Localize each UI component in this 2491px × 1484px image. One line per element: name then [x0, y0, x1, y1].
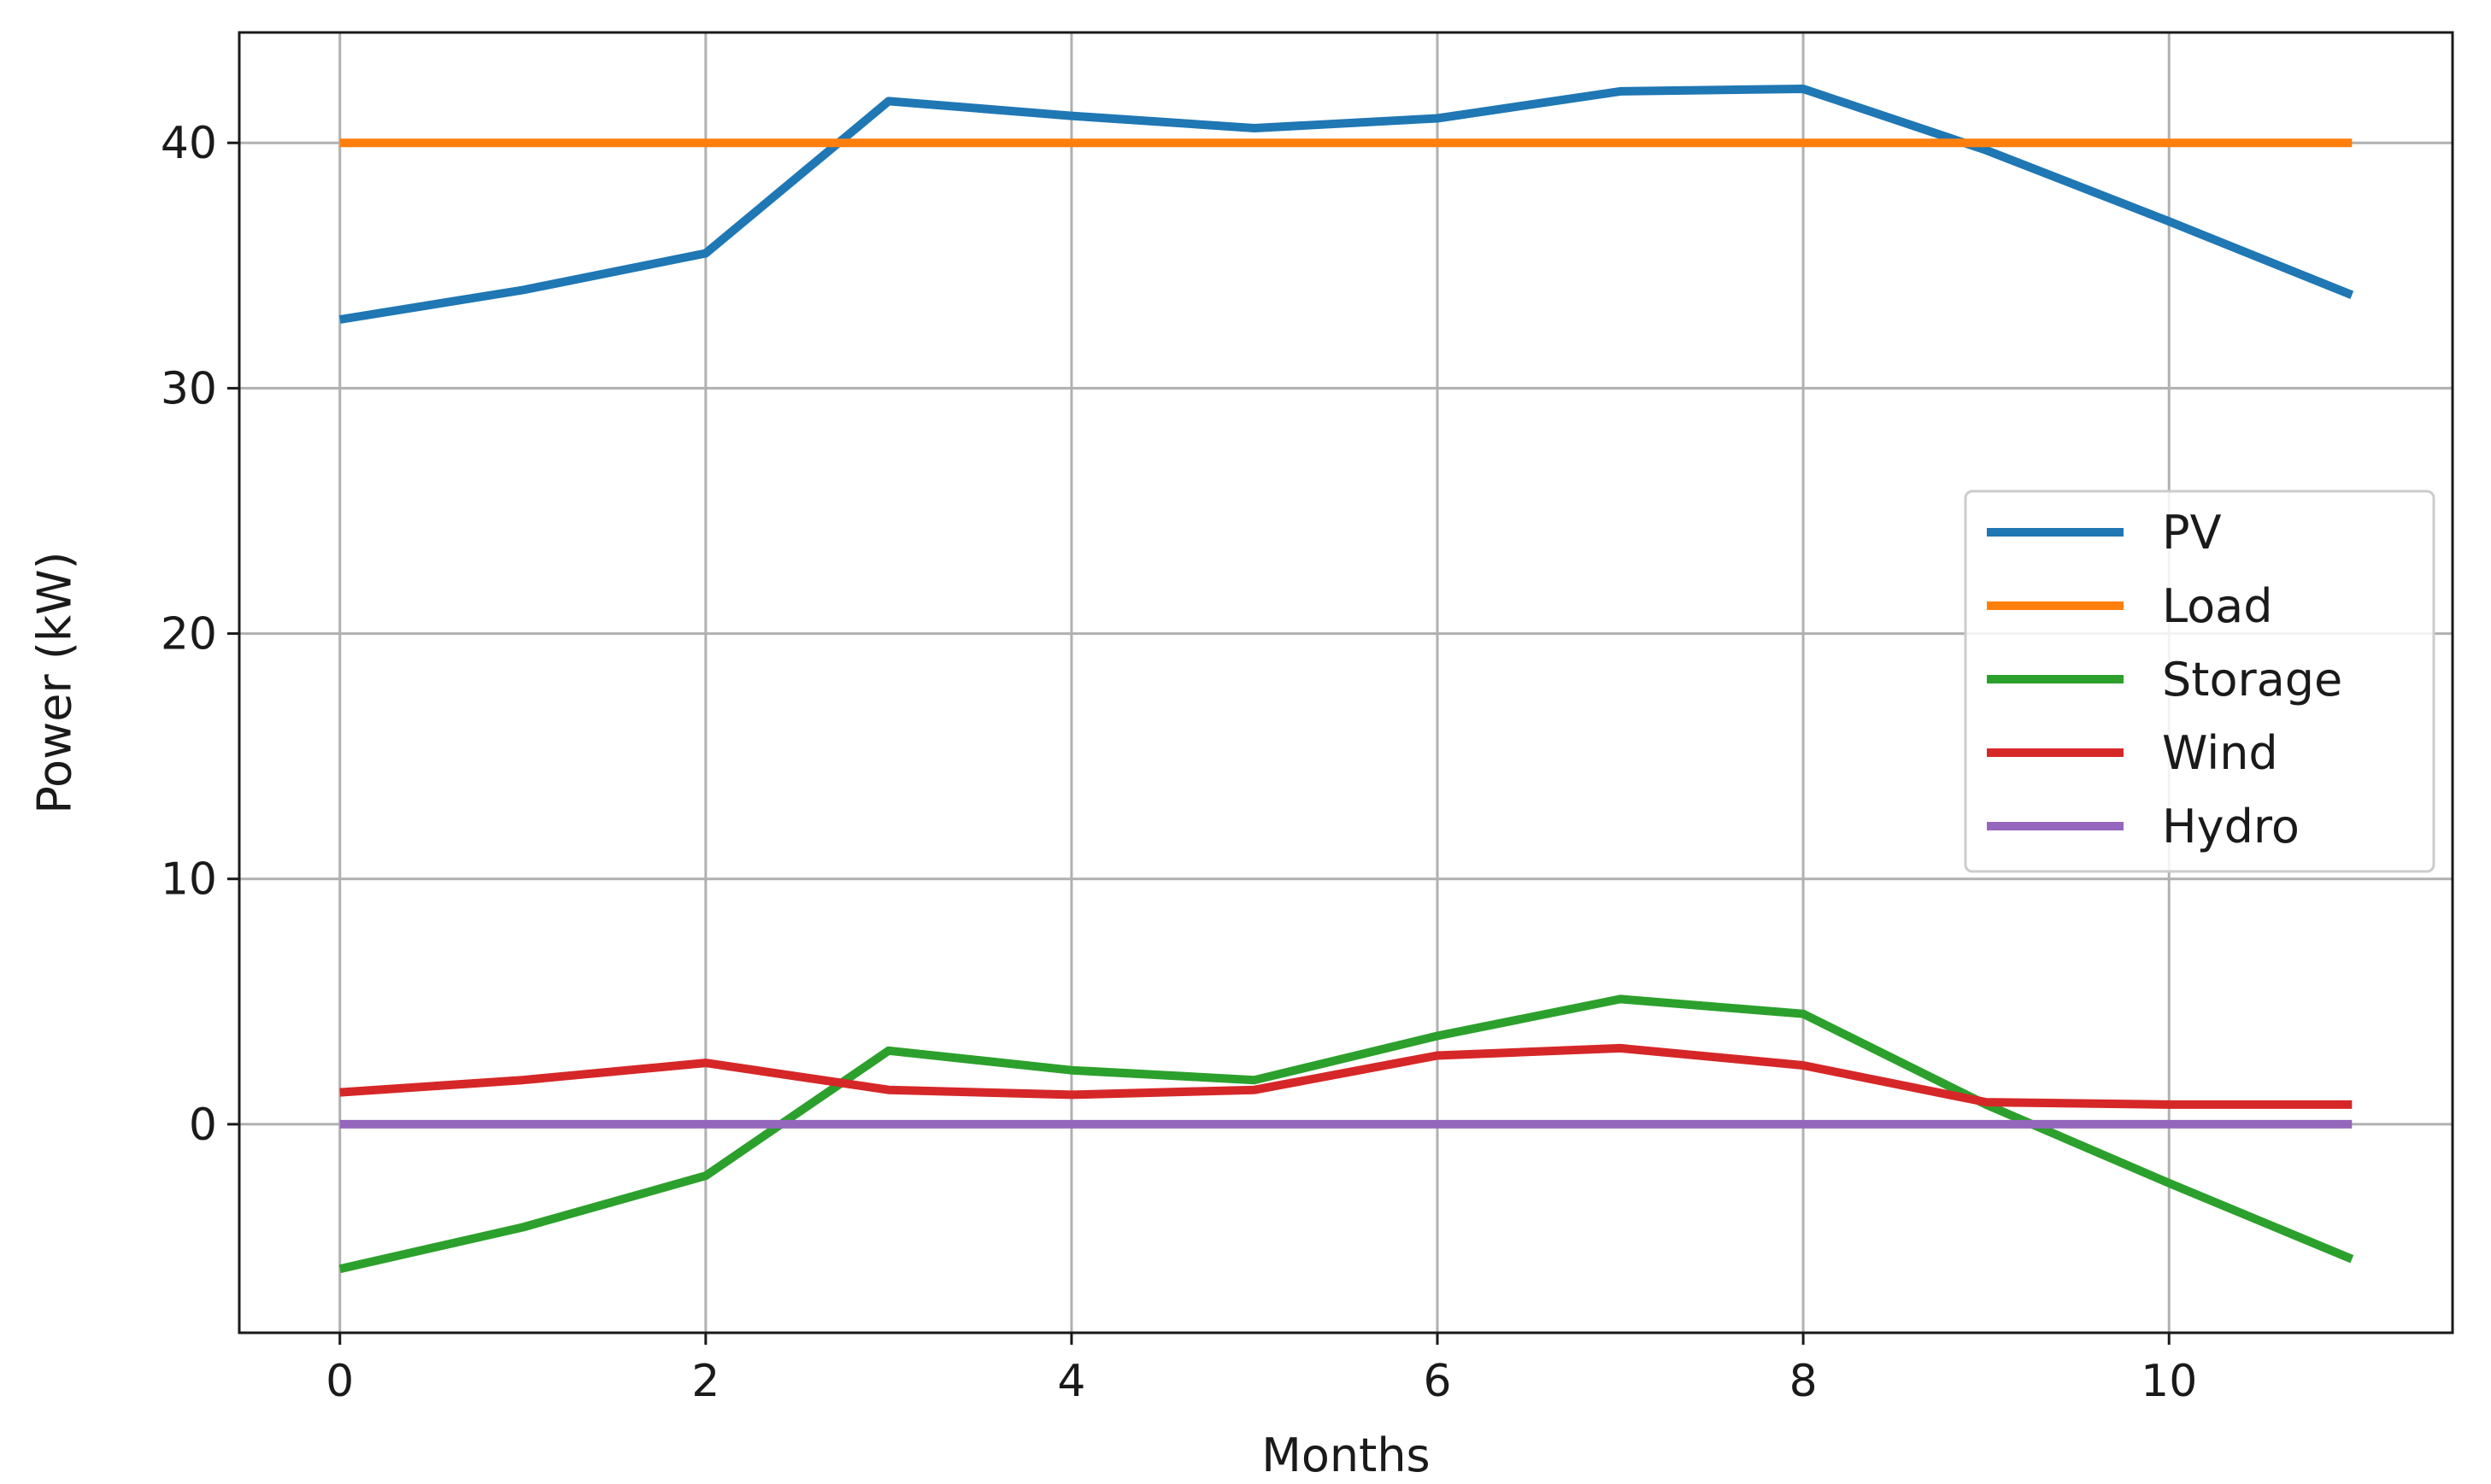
- x-axis-label: Months: [1261, 1428, 1430, 1482]
- legend-items: PV Load Storage Wind Hydro: [1987, 506, 2342, 853]
- legend-label-storage: Storage: [2162, 653, 2342, 707]
- x-tick-label: 8: [1789, 1356, 1818, 1407]
- y-tick-label: 20: [161, 609, 217, 660]
- legend: PV Load Storage Wind Hydro: [1964, 490, 2435, 873]
- legend-label-wind: Wind: [2162, 726, 2278, 780]
- legend-label-pv: PV: [2162, 506, 2222, 560]
- y-tick-label: 30: [161, 363, 217, 414]
- y-tick-label: 0: [189, 1100, 217, 1151]
- series-line-storage: [338, 994, 2354, 1274]
- legend-box: [1964, 490, 2435, 873]
- plot-frame: [238, 31, 2454, 1334]
- x-tick-label: 10: [2141, 1356, 2197, 1407]
- x-tick-label: 6: [1423, 1356, 1451, 1407]
- x-tick-label: 2: [691, 1356, 720, 1407]
- y-tick-label: 10: [161, 854, 217, 906]
- series-lines: [338, 85, 2354, 1274]
- y-tick-label: 40: [161, 118, 217, 169]
- legend-label-hydro: Hydro: [2162, 800, 2300, 853]
- series-line-wind: [339, 1043, 2353, 1109]
- series-line-pv: [338, 85, 2354, 324]
- legend-label-load: Load: [2162, 579, 2273, 633]
- x-tick-label: 4: [1057, 1356, 1085, 1407]
- axis-ticks: 0 2 4 6 8 10 0 10 20 30 40: [161, 118, 2197, 1407]
- x-tick-label: 0: [326, 1356, 354, 1407]
- y-axis-label: Power (kW): [28, 551, 82, 813]
